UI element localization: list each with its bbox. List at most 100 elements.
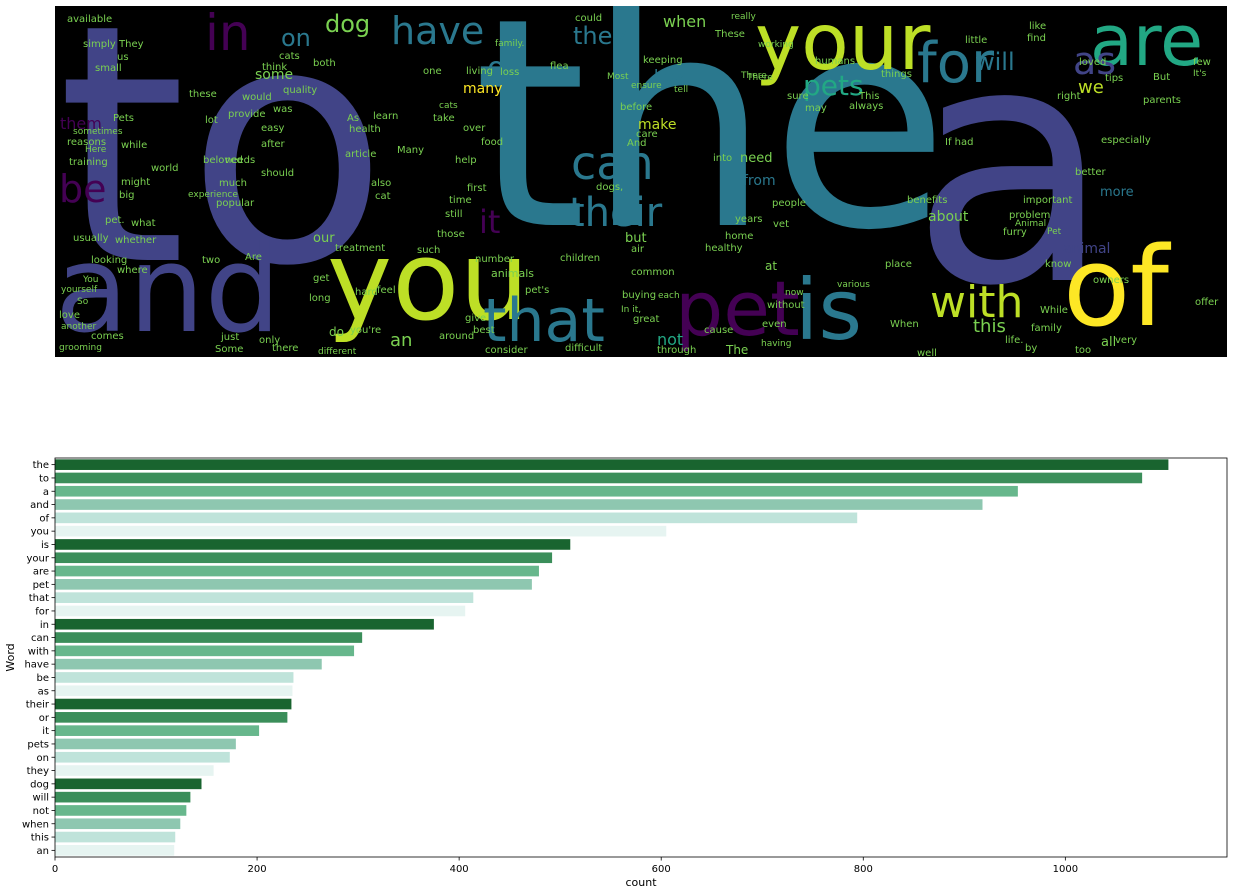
- cloud-word: these: [189, 89, 217, 100]
- cloud-word: working: [758, 40, 794, 50]
- cloud-word: offer: [1195, 297, 1219, 308]
- cloud-word: Pets: [113, 113, 134, 124]
- cloud-word: things: [881, 69, 912, 80]
- bar: [55, 751, 230, 763]
- y-tick-label: they: [27, 766, 49, 777]
- cloud-word: what: [131, 218, 156, 229]
- cloud-word: place: [885, 259, 912, 270]
- cloud-word: one: [423, 66, 442, 77]
- cloud-word: flea: [550, 61, 569, 72]
- cloud-word: humans: [815, 56, 856, 67]
- cloud-word: family.: [495, 39, 525, 49]
- cloud-word: such: [417, 245, 441, 256]
- cloud-word: will: [975, 48, 1015, 76]
- cloud-word: it: [479, 203, 501, 241]
- x-tick-label: 1000: [1053, 864, 1078, 875]
- y-tick-label: when: [22, 819, 49, 830]
- cloud-word: where: [117, 265, 148, 276]
- bar: [55, 765, 214, 776]
- bar: [55, 579, 532, 590]
- cloud-word: time: [449, 195, 472, 206]
- cloud-word: When: [890, 319, 919, 330]
- bar: [55, 605, 466, 617]
- cloud-word: give: [465, 313, 487, 324]
- cloud-word: little: [965, 35, 988, 46]
- cloud-word: to: [57, 6, 389, 338]
- y-tick-label: for: [35, 606, 50, 617]
- cloud-word: be: [59, 167, 107, 211]
- cloud-word: experience: [188, 190, 238, 200]
- bar: [55, 592, 474, 603]
- cloud-word: owners: [1093, 275, 1130, 286]
- cloud-word: another: [61, 322, 97, 332]
- y-axis-label: Word: [4, 643, 17, 671]
- cloud-word: great: [633, 314, 660, 325]
- bar: [55, 818, 181, 830]
- cloud-word: various: [837, 280, 870, 290]
- cloud-word: Most: [607, 72, 629, 82]
- plot-frame: [54, 457, 1228, 858]
- cloud-word: whether: [115, 235, 157, 246]
- cloud-word: important: [1023, 195, 1073, 206]
- cloud-word: how: [654, 66, 688, 85]
- cloud-word: You: [83, 275, 99, 285]
- cloud-word: This: [859, 91, 880, 102]
- cloud-word: beloved: [203, 155, 243, 166]
- cloud-word: If had: [945, 137, 974, 148]
- cloud-word: about: [928, 209, 969, 225]
- cloud-word: too: [1075, 345, 1092, 356]
- word-count-bar-chart: the to a and of you is your are pet that for in can wi…: [4, 457, 1228, 889]
- cloud-word: There: [741, 71, 767, 81]
- x-tick-label: 800: [854, 864, 873, 875]
- cloud-word: Pet: [1047, 227, 1062, 237]
- cloud-word: still: [445, 209, 463, 220]
- cloud-word: life.: [1005, 335, 1024, 346]
- bar: [55, 499, 983, 510]
- cloud-word: may: [805, 103, 827, 114]
- cloud-word: cats: [279, 51, 300, 62]
- cloud-word: animals: [491, 267, 535, 280]
- cloud-word: hard: [355, 287, 378, 298]
- cloud-word: popular: [216, 198, 255, 209]
- x-tick-label: 600: [652, 864, 671, 875]
- cloud-word: air: [631, 244, 645, 255]
- cloud-word: well: [917, 348, 937, 358]
- cloud-word: people: [772, 198, 806, 209]
- cloud-word: tips: [1105, 73, 1124, 84]
- cloud-word: different: [318, 347, 357, 357]
- cloud-word: tell: [674, 85, 689, 95]
- cloud-word: on: [281, 24, 311, 52]
- cloud-word: when: [663, 12, 707, 31]
- cloud-word: learn: [373, 111, 399, 122]
- y-tick-label: not: [33, 806, 49, 817]
- cloud-word: at: [765, 259, 778, 273]
- cloud-word: available: [67, 14, 113, 25]
- cloud-word: pet's: [525, 285, 550, 296]
- cloud-word: while: [121, 140, 148, 151]
- cloud-word: Here: [85, 145, 107, 155]
- cloud-word: loved: [1079, 57, 1107, 68]
- cloud-word: Animal: [1015, 219, 1047, 229]
- y-tick-label: to: [39, 473, 49, 484]
- x-tick-labels: 0 200 400 600 800 1000: [52, 857, 1078, 875]
- cloud-word: pet.: [105, 215, 125, 226]
- cloud-word: dogs,: [596, 182, 624, 193]
- cloud-word: looking: [91, 255, 128, 266]
- cloud-word: find: [1027, 33, 1046, 44]
- bar: [55, 472, 1143, 484]
- cloud-word: in: [205, 6, 251, 62]
- cloud-word: difficult: [565, 343, 603, 354]
- bar: [55, 525, 667, 537]
- cloud-word: common: [631, 267, 675, 278]
- cloud-word: think: [262, 62, 288, 73]
- cloud-word: parents: [1143, 95, 1181, 106]
- word-cloud: to the a and you of your are pet is that in have for w…: [55, 6, 1227, 357]
- cloud-word: best: [473, 325, 495, 336]
- cloud-word: would: [242, 92, 272, 103]
- cloud-word: especially: [1101, 135, 1151, 146]
- cloud-word: as: [1073, 39, 1117, 83]
- cloud-word: children: [560, 253, 601, 264]
- cloud-word: better: [1075, 167, 1106, 178]
- y-tick-label: is: [41, 540, 49, 551]
- cloud-word: easy: [261, 123, 285, 134]
